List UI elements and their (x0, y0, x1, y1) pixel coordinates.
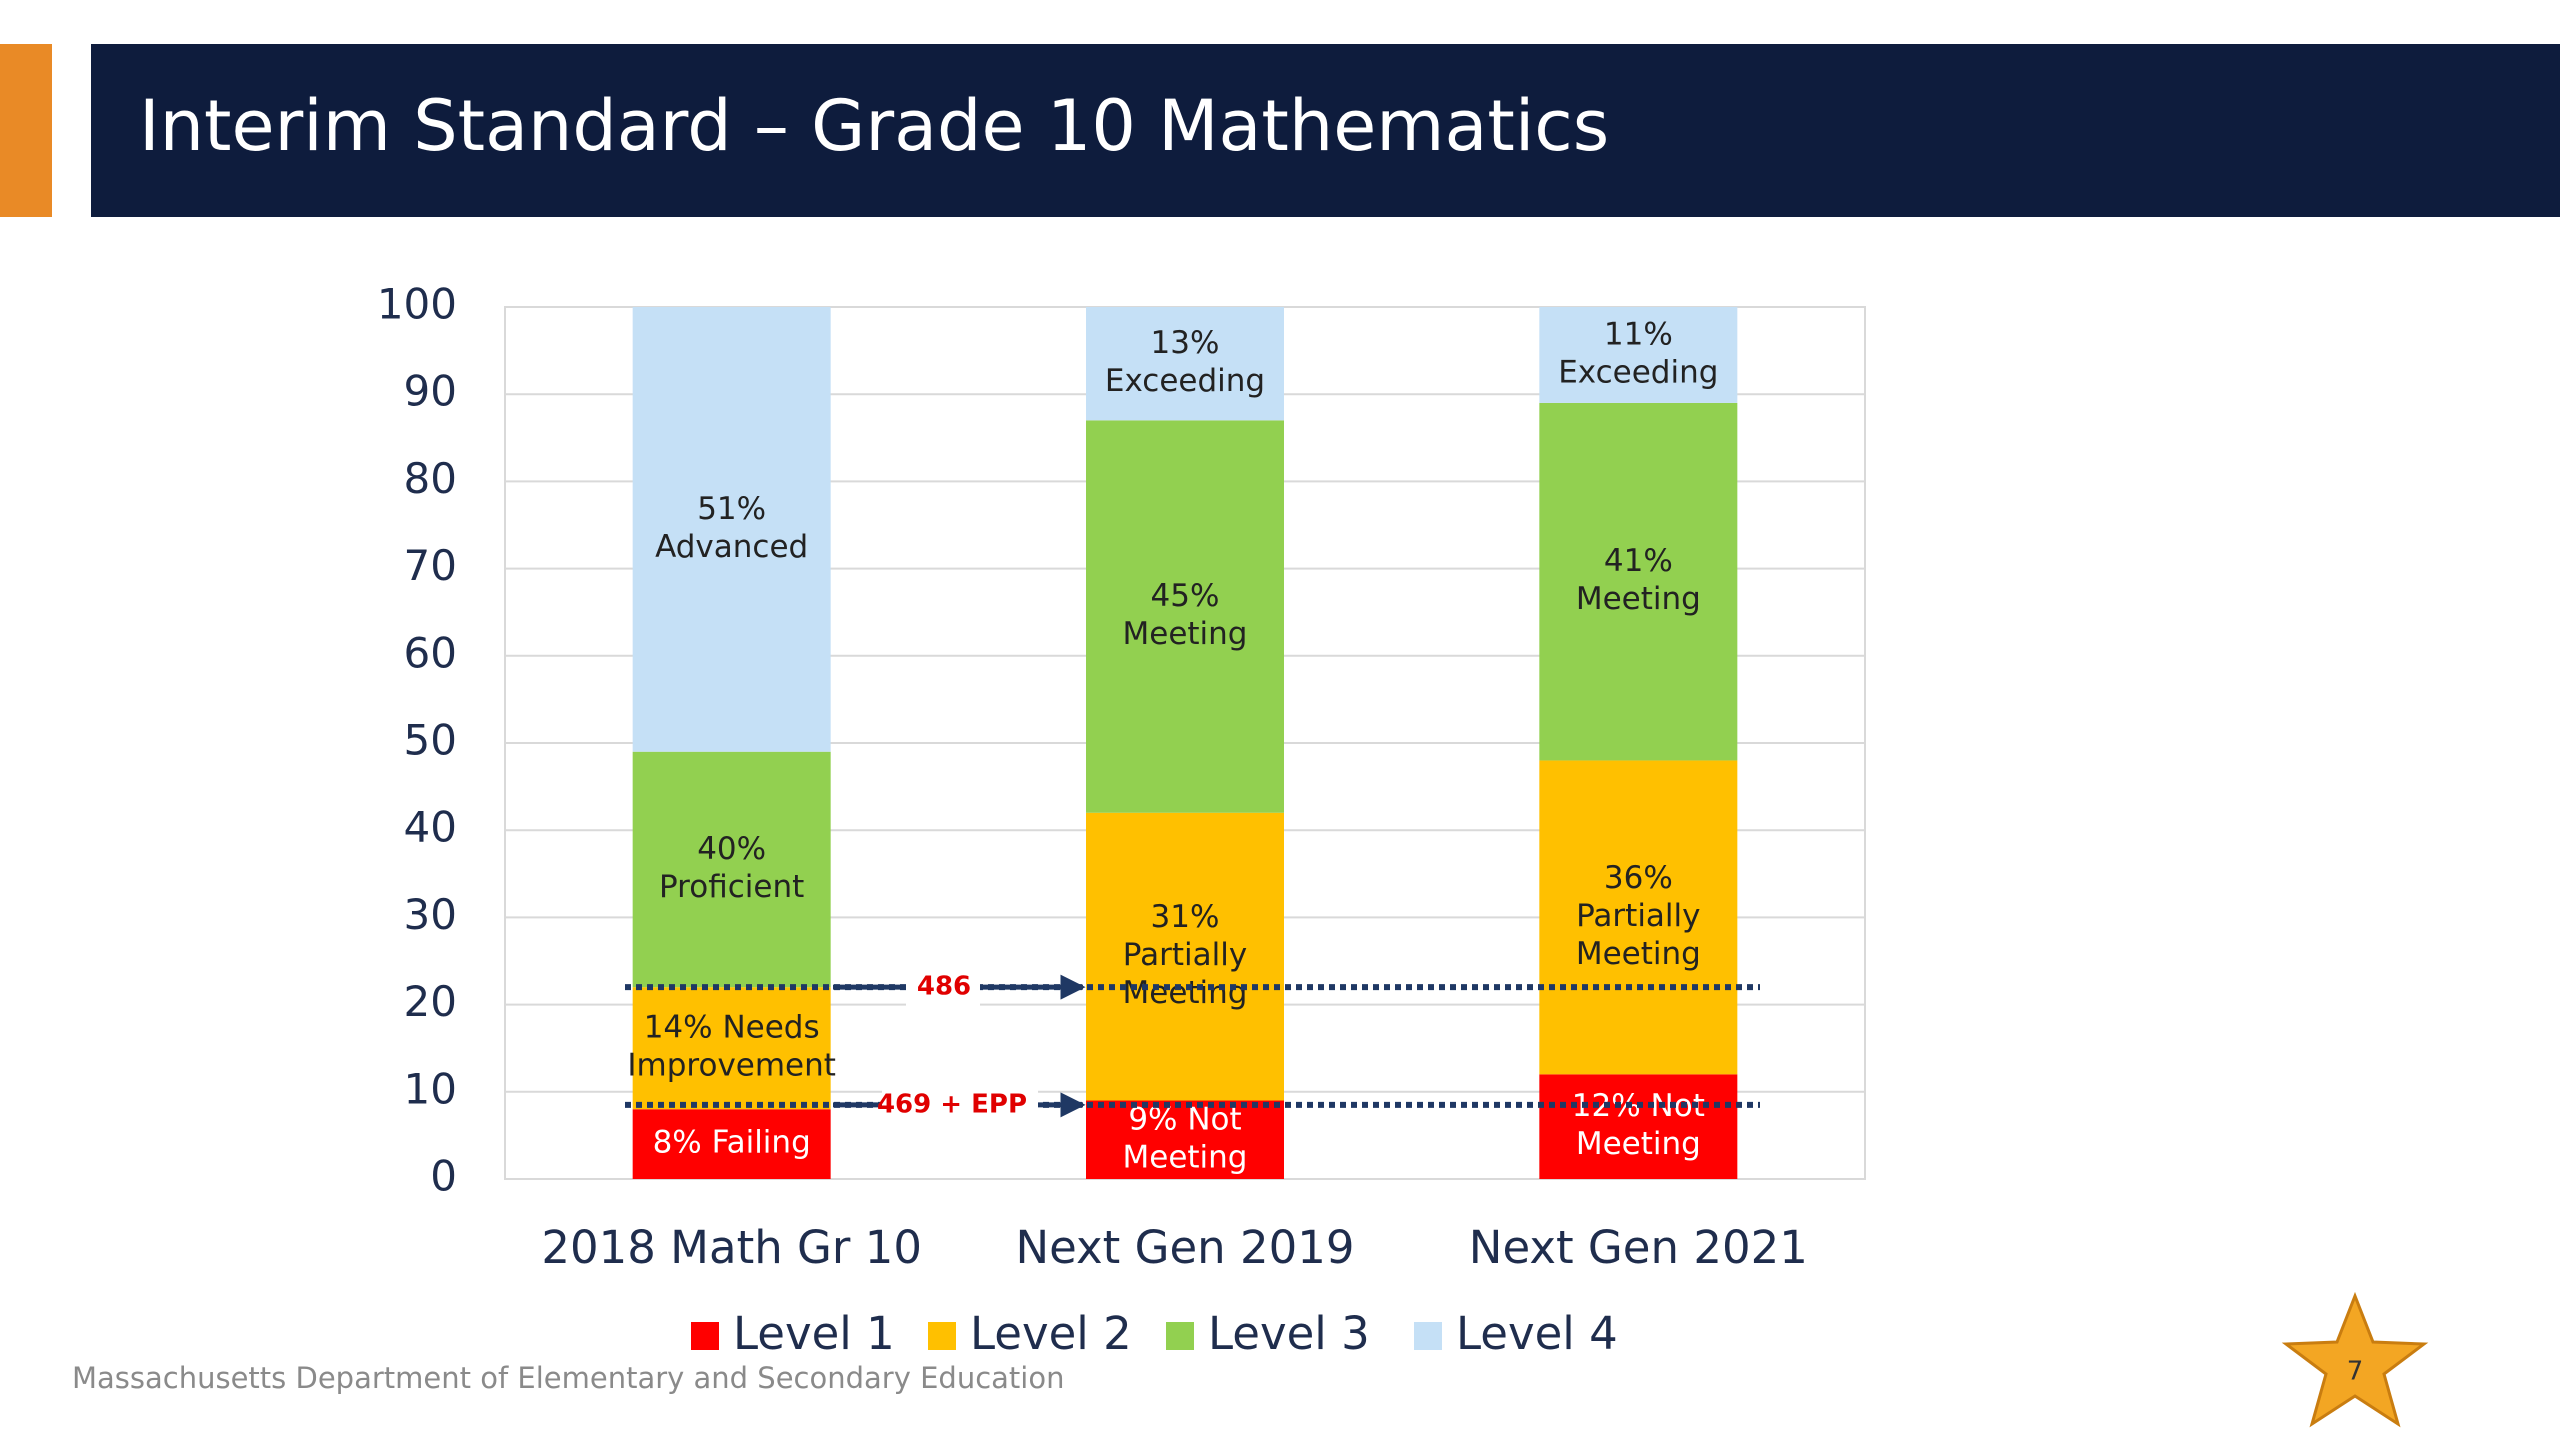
segment-label: Meeting (1123, 1139, 1248, 1175)
segment-label: 36% (1604, 860, 1673, 896)
x-tick-label: Next Gen 2019 (1015, 1221, 1354, 1274)
segment-label: Advanced (655, 529, 808, 565)
legend-swatch (1166, 1322, 1194, 1350)
segment-label: Proficient (659, 869, 804, 905)
segment-label: Partially (1123, 937, 1247, 973)
page-number: 7 (2347, 1357, 2364, 1387)
footer-text: Massachusetts Department of Elementary a… (72, 1361, 1064, 1395)
segment-label: Meeting (1576, 581, 1701, 617)
y-tick-label: 0 (430, 1152, 457, 1201)
x-tick-label: Next Gen 2021 (1469, 1221, 1808, 1274)
y-tick-label: 50 (404, 716, 457, 765)
accent-bar (0, 44, 52, 217)
segment-label: 31% (1151, 899, 1220, 935)
legend-label: Level 3 (1208, 1307, 1370, 1360)
segment-label: Exceeding (1558, 354, 1718, 390)
legend-swatch (691, 1322, 719, 1350)
bar-segment (1539, 1074, 1738, 1179)
legend-swatch (1414, 1322, 1442, 1350)
bar-segment (632, 307, 831, 752)
segment-label: Meeting (1123, 616, 1248, 652)
star-icon (2281, 1291, 2429, 1428)
bar-segment (1086, 307, 1284, 421)
bar-segment (1086, 420, 1284, 813)
bar-segment (1086, 1100, 1284, 1179)
y-tick-label: 80 (404, 454, 457, 503)
legend-label: Level 1 (733, 1307, 895, 1360)
x-tick-label: 2018 Math Gr 10 (541, 1221, 922, 1274)
y-tick-label: 70 (404, 541, 457, 590)
segment-label: 41% (1604, 543, 1673, 579)
segment-label: Improvement (627, 1048, 836, 1084)
reference-label-bg (882, 1084, 1038, 1125)
bar-segment (1539, 760, 1738, 1075)
header-bar (91, 44, 2560, 217)
bar-segment (1539, 402, 1738, 761)
bar-segment (632, 1109, 831, 1179)
segment-label: 8% Failing (653, 1125, 811, 1161)
segment-label: Exceeding (1105, 363, 1265, 399)
segment-label: Meeting (1576, 1126, 1701, 1162)
reference-label-bg (906, 967, 980, 1008)
segment-label: 45% (1151, 578, 1220, 614)
reference-label: 486 (917, 972, 971, 1002)
segment-label: Partially (1576, 898, 1700, 934)
y-tick-label: 20 (404, 977, 457, 1026)
slide-title: Interim Standard – Grade 10 Mathematics (139, 85, 1609, 167)
bar-segment (1086, 812, 1284, 1101)
y-tick-label: 100 (377, 280, 457, 329)
segment-label: 11% (1604, 316, 1673, 352)
segment-label: 40% (697, 831, 766, 867)
bar-segment (632, 987, 831, 1110)
y-tick-label: 90 (404, 367, 457, 416)
reference-label: 469 + EPP (877, 1089, 1027, 1119)
legend-label: Level 2 (970, 1307, 1132, 1360)
segment-label: Meeting (1123, 975, 1248, 1011)
y-tick-label: 30 (404, 890, 457, 939)
legend-swatch (928, 1322, 956, 1350)
segment-label: 13% (1151, 325, 1220, 361)
y-tick-label: 40 (404, 803, 457, 852)
segment-label: 14% Needs (644, 1010, 820, 1046)
legend-label: Level 4 (1456, 1307, 1618, 1360)
y-tick-label: 10 (404, 1064, 457, 1113)
bar-segment (632, 751, 831, 988)
segment-label: 51% (697, 491, 766, 527)
bar-segment (1539, 307, 1738, 403)
segment-label: Meeting (1576, 936, 1701, 972)
y-tick-label: 60 (404, 628, 457, 677)
